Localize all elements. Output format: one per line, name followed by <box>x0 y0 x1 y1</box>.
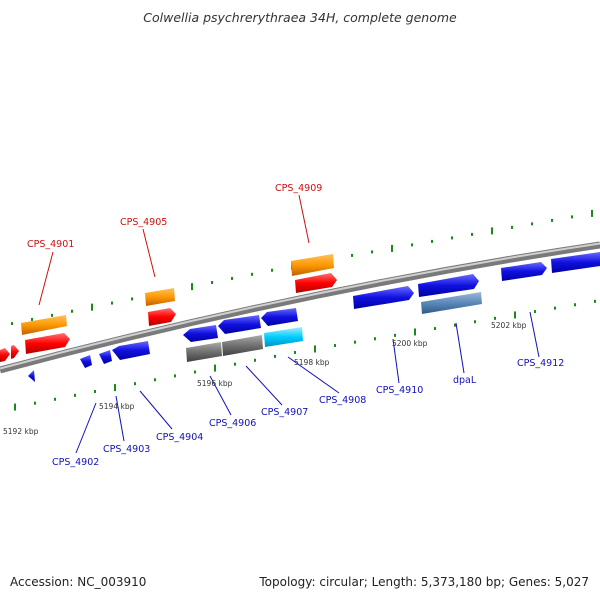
gene-label-cps-4904[interactable]: CPS_4904 <box>156 432 203 443</box>
gene-labels-bottom: CPS_4902 CPS_4903 CPS_4904 CPS_4906 CPS_… <box>52 358 564 468</box>
gene-arrow[interactable] <box>11 345 19 359</box>
genes-top-strand <box>0 254 337 362</box>
gene-arrow[interactable] <box>183 325 218 342</box>
gene-label-dpal[interactable]: dpaL <box>453 375 477 386</box>
connectors-top <box>38 194 310 306</box>
gene-arrow[interactable] <box>418 274 479 297</box>
gene-arrow[interactable] <box>295 273 337 293</box>
connectors-bottom <box>75 311 540 454</box>
kbp-label: 5192 kbp <box>3 427 39 436</box>
gene-arrow[interactable] <box>261 308 298 326</box>
gene-arrow[interactable] <box>291 254 334 276</box>
gene-arrow[interactable] <box>222 335 263 356</box>
genome-backbone-highlight <box>0 242 600 370</box>
kbp-label: 5200 kbp <box>392 339 428 348</box>
gene-label-cps-4903[interactable]: CPS_4903 <box>103 444 150 455</box>
kbp-labels: 5192 kbp 5194 kbp 5196 kbp 5198 kbp 5200… <box>3 321 527 436</box>
gene-arrow[interactable] <box>353 286 414 309</box>
gene-arrow[interactable] <box>186 342 222 362</box>
gene-arrow[interactable] <box>145 288 175 306</box>
gene-label-cps-4901[interactable]: CPS_4901 <box>27 239 74 250</box>
gene-arrow[interactable] <box>264 327 303 347</box>
gene-arrow[interactable] <box>148 308 176 326</box>
gene-label-cps-4902[interactable]: CPS_4902 <box>52 457 99 468</box>
genes-bottom-strand <box>28 252 600 382</box>
gene-arrow[interactable] <box>80 355 92 368</box>
kbp-label: 5198 kbp <box>294 358 330 367</box>
gene-arrow[interactable] <box>99 350 112 364</box>
gene-arrow[interactable] <box>551 252 600 273</box>
gene-arrow[interactable] <box>501 262 547 281</box>
kbp-label: 5202 kbp <box>491 321 527 330</box>
gene-labels-top: CPS_4901 CPS_4905 CPS_4909 <box>27 183 322 250</box>
gene-arrow[interactable] <box>421 292 482 314</box>
gene-arrow[interactable] <box>25 333 70 354</box>
gene-label-cps-4906[interactable]: CPS_4906 <box>209 418 256 429</box>
gene-label-cps-4909[interactable]: CPS_4909 <box>275 183 322 194</box>
gene-label-cps-4907[interactable]: CPS_4907 <box>261 407 308 418</box>
genome-backbone <box>0 241 600 374</box>
gene-label-cps-4905[interactable]: CPS_4905 <box>120 217 167 228</box>
gene-arrow[interactable] <box>0 348 10 362</box>
kbp-label: 5194 kbp <box>99 402 135 411</box>
gene-label-cps-4908[interactable]: CPS_4908 <box>319 395 366 406</box>
genome-summary: Topology: circular; Length: 5,373,180 bp… <box>259 575 589 589</box>
gene-label-cps-4912[interactable]: CPS_4912 <box>517 358 564 369</box>
gene-arrow[interactable] <box>21 315 67 335</box>
gene-arrow[interactable] <box>218 315 261 334</box>
map-title: Colwellia psychrerythraea 34H, complete … <box>143 10 457 25</box>
kbp-label: 5196 kbp <box>197 379 233 388</box>
accession-text: Accession: NC_003910 <box>10 575 147 589</box>
gene-arrow[interactable] <box>112 341 150 360</box>
gene-arrow[interactable] <box>28 370 35 382</box>
tick-marks <box>11 209 596 411</box>
gene-label-cps-4910[interactable]: CPS_4910 <box>376 385 423 396</box>
